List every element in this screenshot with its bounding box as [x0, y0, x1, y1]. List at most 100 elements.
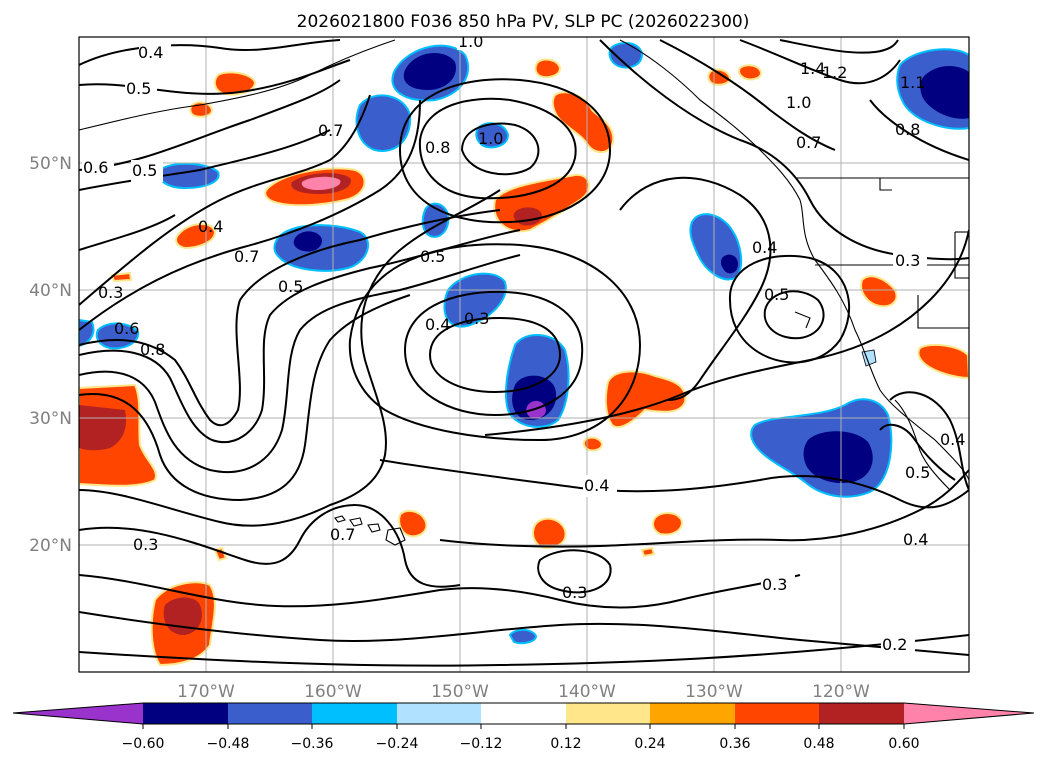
slp-contour [763, 290, 825, 340]
slp-contour [739, 39, 901, 85]
pv-positive-region [651, 512, 684, 536]
pv-negative-core [920, 66, 969, 119]
colorbar-tick-label: −0.24 [376, 736, 419, 752]
pv-negative-core [720, 254, 738, 274]
slp-contour [79, 229, 521, 443]
contour-label: 0.5 [764, 285, 789, 304]
pv-negative-region [508, 628, 538, 645]
coastline [917, 295, 969, 329]
coastline [619, 39, 969, 481]
slp-contour [879, 423, 956, 481]
slp-contour [79, 94, 371, 306]
contour-label: 0.6 [83, 158, 108, 177]
colorbar-segment [819, 703, 904, 724]
contour-label: 0.4 [198, 217, 223, 236]
colorbar-tick-label: −0.60 [122, 736, 165, 752]
colorbar-tick-label: −0.36 [291, 736, 334, 752]
contour-labels: 0.4 0.5 0.6 0.5 0.4 0.7 0.3 0.6 0.8 0.5 … [82, 32, 965, 655]
slp-contour [79, 209, 501, 427]
lon-label-140w: 140°W [558, 682, 616, 702]
pv-positive-region [398, 509, 428, 538]
slp-contour [439, 469, 969, 548]
hawaii-islands [334, 515, 406, 546]
contour-label: 0.8 [140, 340, 165, 359]
pv-positive-region [582, 436, 604, 452]
pv-negative-region [355, 94, 412, 152]
colorbar-tick-label: 0.60 [888, 736, 919, 752]
slp-contour [869, 99, 969, 161]
colorbar-right-extension [904, 703, 1034, 724]
pv-negative-core [403, 52, 456, 90]
colorbar-tick-label: −0.48 [207, 736, 250, 752]
contour-label: 1.0 [458, 32, 483, 51]
map-panel: 0.4 0.5 0.6 0.5 0.4 0.7 0.3 0.6 0.8 0.5 … [78, 32, 970, 673]
slp-contour [418, 97, 577, 200]
map-frame [78, 36, 970, 673]
colorbar: −0.60 −0.48 −0.36 −0.24 −0.12 0.12 0.24 … [12, 702, 1035, 752]
slp-contour [79, 611, 969, 656]
latitude-labels: 50°N 40°N 30°N 20°N [29, 154, 72, 556]
pv-positive-region [532, 517, 567, 550]
slp-contour [79, 634, 969, 667]
contour-label: 0.7 [796, 133, 821, 152]
colorbar-segment [566, 703, 650, 724]
coastline [894, 399, 951, 491]
contour-label: 0.4 [940, 430, 965, 449]
slp-contour [79, 39, 341, 66]
slp-contour [79, 254, 521, 474]
contour-label: 0.7 [234, 247, 259, 266]
pv-positive-region [917, 343, 969, 380]
slp-contour [79, 99, 421, 331]
contour-label: 0.3 [562, 583, 587, 602]
pv-positive-region [213, 71, 257, 96]
contour-label: 0.5 [278, 277, 303, 296]
graticule [79, 37, 969, 672]
lat-label-30n: 30°N [29, 409, 72, 429]
slp-contour [460, 122, 540, 176]
slp-contour [79, 574, 801, 609]
contour-label: 0.3 [895, 251, 920, 270]
coastline [79, 39, 396, 131]
lat-label-40n: 40°N [29, 281, 72, 301]
contour-label: 0.3 [133, 535, 158, 554]
slp-contour [79, 129, 331, 191]
longitude-labels: 170°W 160°W 150°W 140°W 130°W 120°W [177, 682, 870, 702]
slp-contour [779, 39, 899, 54]
contour-label: 0.5 [420, 247, 445, 266]
colorbar-tick-label: 0.12 [550, 736, 581, 752]
pv-positive-region [175, 223, 217, 250]
slp-contour-layer [79, 39, 969, 667]
lon-label-120w: 120°W [812, 682, 870, 702]
pv-positive-region [534, 58, 562, 79]
pv-negative-core [803, 431, 873, 484]
pv-positive-region [110, 271, 133, 283]
slp-contour [79, 503, 461, 588]
colorbar-segment [228, 703, 312, 724]
pv-strong-positive-core [301, 176, 341, 190]
contour-label: 1.0 [478, 129, 503, 148]
colorbar-segment [397, 703, 481, 724]
contour-label: 0.4 [903, 530, 928, 549]
contour-label: 0.5 [132, 161, 157, 180]
colorbar-ticks [142, 724, 905, 729]
contour-label: 1.1 [900, 73, 925, 92]
slp-contour [348, 243, 642, 442]
pv-negative-core [293, 231, 322, 252]
coastline [794, 311, 811, 329]
slp-contour [79, 189, 501, 527]
contour-label: 0.5 [905, 463, 930, 482]
contour-label: 0.2 [882, 635, 907, 654]
coastline-layer [79, 39, 969, 546]
slp-contour [428, 316, 562, 394]
slp-contour [79, 294, 411, 502]
slp-contour [537, 549, 612, 594]
slp-contour [379, 459, 969, 509]
colorbar-tick-labels: −0.60 −0.48 −0.36 −0.24 −0.12 0.12 0.24 … [122, 736, 920, 752]
contour-label: 0.3 [98, 283, 123, 302]
colorbar-tick-label: 0.24 [634, 736, 665, 752]
pv-positive-region [860, 275, 898, 308]
contour-label: 0.4 [425, 315, 450, 334]
contour-label: 0.8 [425, 138, 450, 157]
pv-positive-core [79, 405, 127, 451]
